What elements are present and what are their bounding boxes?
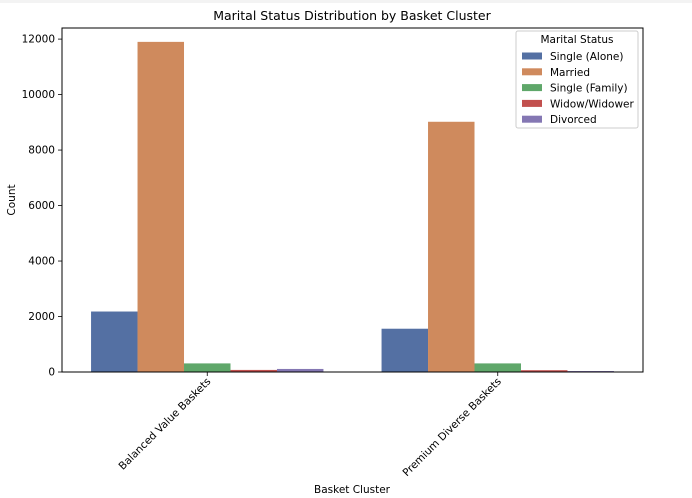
y-tick-label: 2000 <box>28 311 55 323</box>
y-tick-label: 4000 <box>28 256 55 268</box>
legend-box <box>515 30 639 129</box>
y-ticks-group: 0 2000 4000 6000 8000 10000 12000 <box>22 34 62 379</box>
bar-married-1 <box>428 121 475 373</box>
bar-single-family-1 <box>474 363 521 372</box>
y-tick-label: 6000 <box>28 200 55 212</box>
bar-widow-widower-0 <box>230 369 277 372</box>
y-tick-label: 10000 <box>22 89 55 101</box>
y-tick-label: 12000 <box>22 34 55 46</box>
legend-label: Divorced <box>550 114 597 126</box>
legend-label: Single (Family) <box>550 83 628 95</box>
y-axis-label: Count <box>6 184 18 215</box>
x-axis-label: Basket Cluster <box>314 484 391 496</box>
legend-swatch <box>522 99 542 107</box>
x-tick-label: Balanced Value Baskets <box>117 376 214 473</box>
chart-title: Marital Status Distribution by Basket Cl… <box>213 8 491 23</box>
legend-swatch <box>522 52 542 60</box>
y-tick-label: 8000 <box>28 145 55 157</box>
bar-single-alone-0 <box>91 311 138 372</box>
bar-single-family-0 <box>184 363 231 372</box>
legend-label: Single (Alone) <box>550 51 623 63</box>
plot-frame <box>61 27 644 373</box>
legend-swatch <box>522 84 542 92</box>
bar-divorced-0 <box>276 368 324 372</box>
legend-swatch <box>522 68 542 76</box>
bar-single-alone-1 <box>381 328 429 372</box>
x-ticks-group: Balanced Value Baskets Premium Diverse Ba… <box>117 372 504 479</box>
legend-items: Single (Alone) Married Single (Family) Wido… <box>522 51 634 126</box>
legend: Marital Status Single (Alone)MarriedSing… <box>515 30 639 129</box>
legend-swatch <box>522 115 542 123</box>
y-tick-label: 0 <box>48 367 55 379</box>
x-tick-label: Premium Diverse Baskets <box>401 376 504 479</box>
legend-label: Married <box>550 67 590 79</box>
legend-title: Marital Status <box>541 34 614 46</box>
bars-group <box>91 41 614 373</box>
top-strip <box>0 0 692 3</box>
bar-married-0 <box>137 41 185 372</box>
legend-label: Widow/Widower <box>550 98 634 110</box>
bar-widow-widower-1 <box>520 370 568 372</box>
